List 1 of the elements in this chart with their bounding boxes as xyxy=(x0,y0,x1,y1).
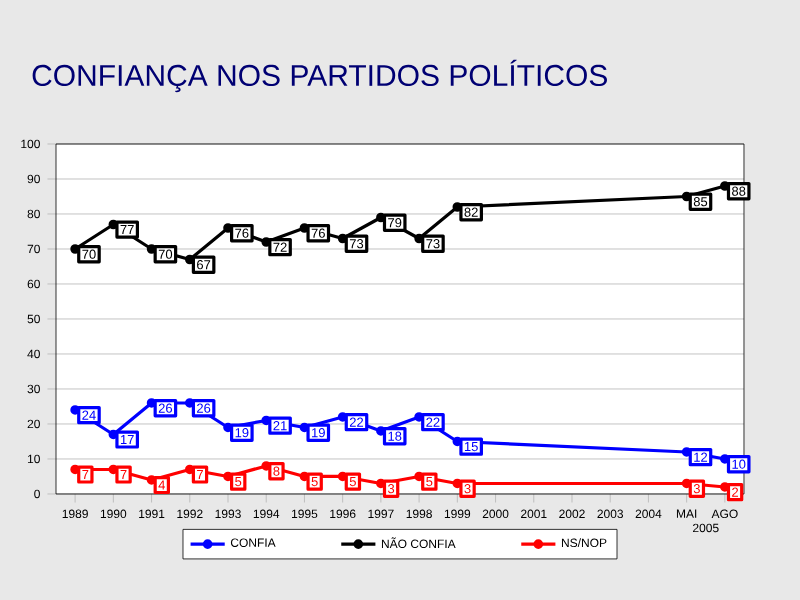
chart-title: CONFIANÇA NOS PARTIDOS POLÍTICOS xyxy=(32,59,607,93)
